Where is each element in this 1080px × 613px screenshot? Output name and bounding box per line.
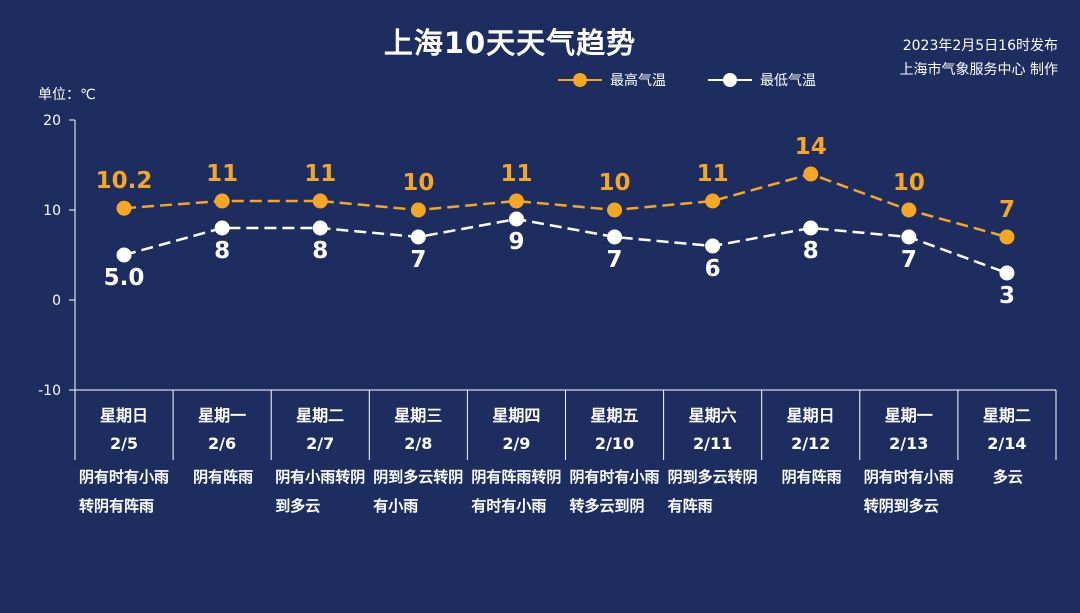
day-header: 星期日 2/12 [762,402,860,458]
weekday-label: 星期三 [394,406,443,425]
data-point-low [705,238,721,254]
data-point-high [803,166,819,182]
date-label: 2/12 [791,434,831,453]
chart-title: 上海10天天气趋势 [383,26,637,60]
weekday-label: 星期五 [590,406,639,425]
day-header: 星期四 2/9 [467,402,565,458]
y-tick-label: 10 [43,203,61,219]
data-point-high [607,202,623,218]
weather-description: 阴到多云转阴有阵雨 [667,468,758,515]
day-header: 星期三 2/8 [369,402,467,458]
day-header: 星期二 2/7 [271,402,369,458]
data-point-low [508,211,524,227]
series-line-low [123,217,1008,275]
weekday-label: 星期一 [198,406,247,425]
date-label: 2/11 [692,434,733,453]
unit-label: 单位：℃ [38,87,96,103]
weekday-label: 星期二 [296,406,345,425]
data-label-low: 7 [607,247,623,273]
weekday-label: 星期四 [492,406,541,425]
legend-low: 最低气温 [708,70,816,90]
data-label-low: 8 [803,238,819,264]
date-label: 2/7 [306,434,335,453]
day-header: 星期六 2/11 [664,402,762,458]
data-point-low [116,247,132,263]
data-point-high [901,202,917,218]
data-label-low: 8 [312,238,328,264]
date-label: 2/9 [502,434,531,453]
date-label: 2/5 [109,434,139,453]
data-label-high: 11 [304,161,336,187]
issuer: 上海市气象服务中心 制作 [899,62,1058,78]
weather-description: 阴有阵雨 [781,468,842,486]
day-header: 星期一 2/6 [173,402,271,458]
y-tick-label: -10 [38,383,61,399]
data-label-high: 10 [599,170,631,196]
weather-description: 阴有时有小雨转阴有阵雨 [79,468,170,515]
data-point-low [999,265,1015,281]
data-label-high: 11 [500,161,532,187]
data-label-high: 10.2 [96,168,153,194]
data-label-high: 10 [402,170,434,196]
weather-description: 阴有阵雨转阴有时有小雨 [471,468,562,515]
weather-description: 阴有时有小雨转多云到阴 [569,468,660,515]
data-label-low: 3 [999,283,1015,309]
data-label-high: 7 [999,197,1015,223]
weather-description: 阴到多云转阴有小雨 [373,468,464,515]
date-label: 2/10 [594,434,635,453]
series-line-high [123,172,1008,239]
date-label: 2/13 [889,434,929,453]
date-label: 2/6 [208,434,237,453]
data-point-low [312,220,328,236]
data-label-low: 5.0 [104,265,145,291]
data-label-low: 9 [508,229,524,255]
data-point-high [705,193,721,209]
data-point-low [901,229,917,245]
legend-low-swatch-icon [708,73,752,87]
legend-high-label: 最高气温 [610,73,666,89]
data-point-high [214,193,230,209]
data-label-high: 14 [795,134,827,160]
weekday-label: 星期日 [786,406,835,425]
date-label: 2/14 [987,434,1027,453]
data-label-high: 11 [697,161,729,187]
weather-description: 多云 [992,468,1023,486]
data-label-low: 8 [214,238,230,264]
data-point-high [999,229,1015,245]
data-label-low: 6 [705,256,721,282]
data-point-high [116,200,132,216]
data-point-high [508,193,524,209]
legend-high: 最高气温 [558,70,666,90]
weekday-label: 星期日 [99,406,148,425]
date-label: 2/8 [404,434,433,453]
legend-low-label: 最低气温 [760,73,816,89]
weather-description: 阴有小雨转阴到多云 [275,468,366,515]
legend-high-swatch-icon [558,73,602,87]
day-header: 星期二 2/14 [958,402,1056,458]
data-label-low: 7 [410,247,426,273]
issue-info: 2023年2月5日16时发布 上海市气象服务中心 制作 [900,34,1058,82]
y-tick-label: 0 [52,293,61,309]
weekday-label: 星期六 [688,406,737,425]
weekday-label: 星期二 [982,406,1031,425]
data-point-high [312,193,328,209]
data-point-high [410,202,426,218]
issue-time: 2023年2月5日16时发布 [902,38,1058,54]
day-header: 星期一 2/13 [860,402,958,458]
weather-description: 阴有时有小雨转阴到多云 [863,468,954,515]
day-header: 星期日 2/5 [75,402,173,458]
weekday-label: 星期一 [884,406,933,425]
weather-description: 阴有阵雨 [193,468,254,486]
day-header: 星期五 2/10 [566,402,664,458]
data-label-low: 7 [901,247,917,273]
y-tick-label: 20 [43,113,61,129]
data-point-low [410,229,426,245]
data-label-high: 11 [206,161,238,187]
data-point-low [607,229,623,245]
data-label-high: 10 [893,170,925,196]
data-point-low [803,220,819,236]
data-point-low [214,220,230,236]
